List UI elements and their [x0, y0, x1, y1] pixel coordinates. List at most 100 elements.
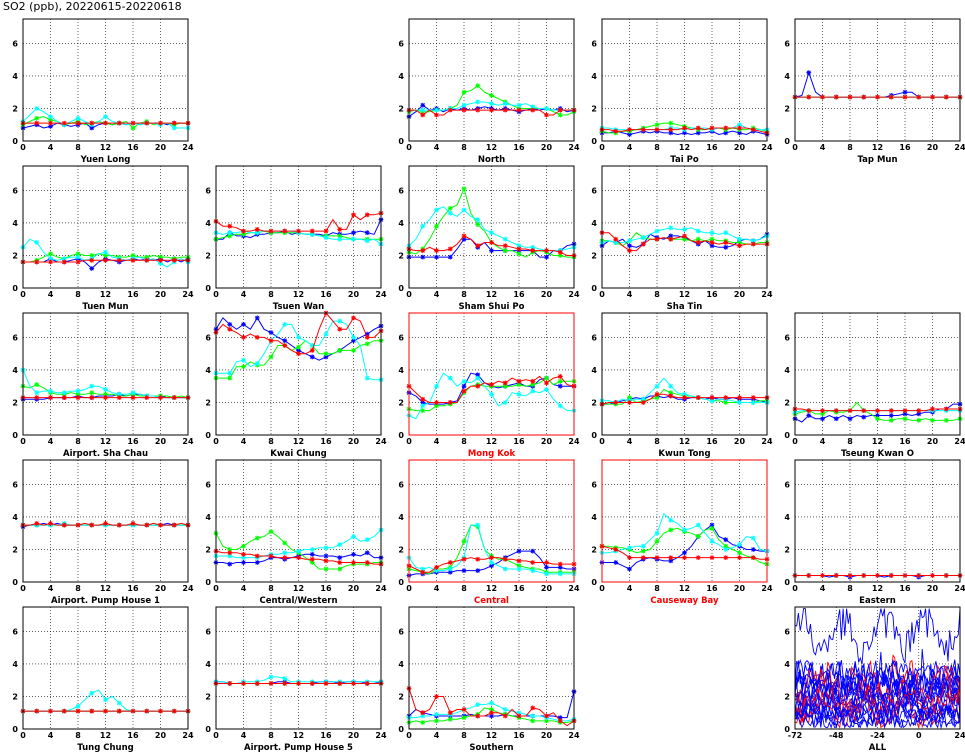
data-point: [296, 681, 301, 686]
y-tick-label: 2: [591, 251, 597, 260]
x-tick-label: 16: [127, 437, 139, 446]
data-point: [158, 708, 163, 714]
data-point: [75, 388, 81, 394]
data-point: [557, 107, 563, 113]
x-tick-label: 20: [541, 584, 553, 593]
x-tick-label: -48: [829, 731, 844, 740]
data-point: [227, 370, 233, 376]
y-tick-label: 0: [784, 431, 790, 440]
x-tick-label: 8: [75, 731, 81, 740]
y-tick-label: 6: [591, 333, 597, 342]
panel-frame: [408, 606, 575, 730]
data-point: [227, 230, 233, 236]
data-point: [475, 107, 481, 113]
y-tick-label: 2: [398, 251, 404, 260]
data-point: [516, 102, 522, 108]
data-point: [254, 315, 260, 321]
data-point: [323, 354, 329, 360]
panel-frame: [601, 18, 768, 142]
x-tick-label: 20: [155, 584, 167, 593]
x-tick-label: 4: [241, 437, 247, 446]
series-line: [215, 212, 382, 232]
x-tick-label: 0: [406, 584, 412, 593]
data-point: [447, 560, 453, 565]
data-point: [61, 256, 67, 262]
x-tick-label: 24: [761, 437, 773, 446]
data-point: [227, 681, 233, 686]
data-point: [861, 414, 867, 420]
data-point: [930, 406, 935, 412]
data-point: [48, 251, 53, 257]
panel-label: Sha Tin: [667, 302, 703, 312]
data-point: [668, 236, 674, 242]
data-point: [640, 241, 646, 247]
data-point: [171, 257, 177, 263]
panel-label: ALL: [869, 743, 887, 753]
data-point: [89, 708, 95, 714]
data-point: [254, 230, 260, 236]
y-tick-label: 6: [12, 39, 18, 48]
x-tick-label: 24: [568, 584, 580, 593]
data-point: [930, 417, 935, 423]
y-tick-label: 0: [784, 725, 790, 734]
data-point: [489, 560, 494, 565]
data-point: [420, 248, 426, 253]
data-point: [640, 543, 646, 549]
data-point: [158, 257, 163, 263]
data-point: [227, 321, 233, 327]
data-point: [489, 700, 494, 706]
y-tick-label: 2: [398, 104, 404, 113]
panel-frame: [215, 606, 382, 730]
x-tick-label: 4: [434, 584, 440, 593]
data-point: [916, 411, 922, 417]
y-tick-label: 0: [591, 578, 597, 587]
data-point: [516, 246, 522, 252]
x-tick-label: 16: [513, 731, 525, 740]
data-point: [530, 244, 536, 250]
data-point: [557, 561, 563, 567]
data-point: [502, 707, 508, 712]
data-point: [364, 560, 370, 565]
data-point: [420, 408, 426, 413]
x-tick-label: 24: [568, 290, 580, 299]
data-point: [709, 398, 715, 404]
data-point: [227, 553, 233, 559]
data-point: [847, 94, 853, 100]
data-point: [627, 400, 632, 405]
data-point: [654, 236, 660, 242]
y-tick-label: 6: [398, 333, 404, 342]
x-tick-label: 12: [486, 437, 497, 446]
x-tick-label: 0: [213, 731, 219, 740]
y-tick-label: 2: [784, 104, 790, 113]
panel-label: Sham Shui Po: [459, 302, 525, 312]
x-tick-label: 0: [406, 290, 412, 299]
data-point: [89, 266, 95, 271]
x-tick-label: 16: [899, 143, 911, 152]
data-point: [875, 94, 880, 100]
x-tick-label: 20: [155, 143, 167, 152]
data-point: [654, 530, 660, 536]
data-point: [48, 395, 53, 400]
x-tick-label: 16: [513, 584, 525, 593]
x-tick-label: 20: [927, 584, 939, 593]
data-point: [475, 568, 481, 574]
y-tick-label: 6: [205, 480, 211, 489]
data-point: [475, 243, 481, 249]
y-tick-label: 2: [205, 545, 211, 554]
data-point: [544, 375, 549, 381]
data-point: [888, 408, 894, 413]
panel-frame: [215, 312, 382, 436]
data-point: [447, 566, 453, 572]
x-tick-label: 20: [541, 437, 553, 446]
x-tick-label: 20: [541, 143, 553, 152]
panel-frame: [601, 165, 768, 289]
x-tick-label: 8: [654, 290, 660, 299]
x-tick-label: 16: [899, 584, 911, 593]
data-point: [806, 94, 812, 100]
data-point: [351, 315, 356, 321]
data-point: [861, 408, 867, 413]
data-point: [668, 225, 674, 231]
y-tick-label: 4: [12, 72, 18, 81]
data-point: [695, 130, 701, 136]
data-point: [902, 408, 908, 413]
